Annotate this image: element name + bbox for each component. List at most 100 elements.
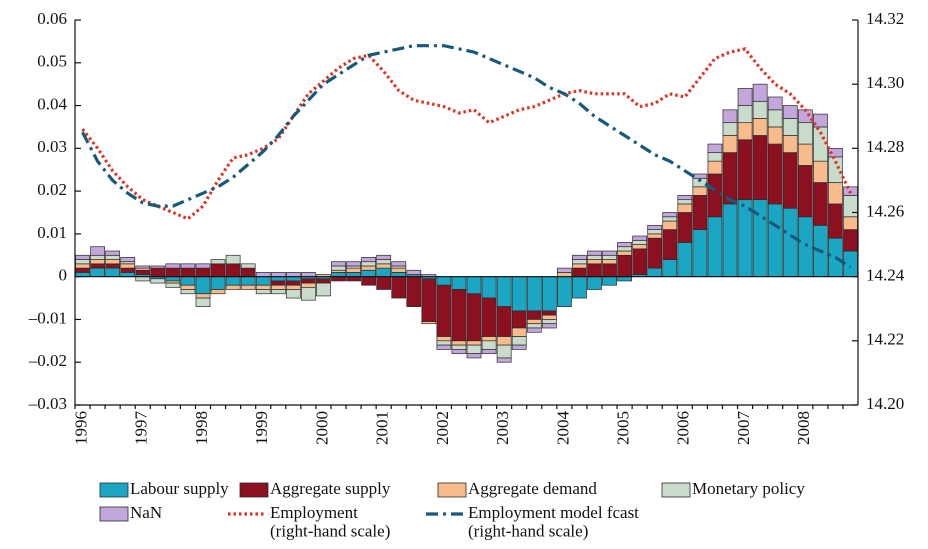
bar-segment	[526, 276, 542, 312]
bar-segment	[346, 272, 361, 278]
bar-segment	[361, 261, 377, 267]
bar-segment	[602, 259, 617, 265]
bar-segment	[828, 147, 843, 158]
bar-segment	[255, 284, 271, 290]
bar-segment	[361, 265, 377, 271]
bar-segment	[722, 135, 738, 153]
bar-segment	[782, 105, 798, 119]
bar-segment	[120, 257, 136, 263]
bar-segment	[511, 344, 527, 350]
bar-segment	[632, 239, 648, 245]
bar-segment	[105, 254, 121, 260]
bar-segment	[90, 267, 105, 278]
bar-segment	[511, 310, 527, 329]
bar-segment	[843, 195, 858, 218]
bar-segment	[828, 203, 843, 239]
bar-segment	[677, 203, 693, 213]
bar-segment	[451, 344, 467, 350]
bar-segment	[150, 265, 166, 269]
bar-segment	[195, 276, 211, 295]
bar-segment	[572, 259, 587, 265]
bar-segment	[481, 276, 497, 299]
bar-segment	[105, 267, 121, 278]
bar-segment	[361, 269, 377, 278]
bar-segment	[316, 282, 331, 297]
bar-segment	[331, 276, 346, 282]
bar-segment	[647, 229, 663, 235]
bar-segment	[180, 263, 196, 269]
bar-segment	[421, 278, 437, 322]
bar-segment	[331, 261, 346, 267]
y2-tick-label: 14.24	[866, 266, 905, 285]
bar-segment	[240, 263, 256, 269]
bar-segment	[722, 203, 738, 278]
bar-segment	[556, 272, 572, 278]
bar-segment	[255, 276, 271, 286]
y2-tick-label: 14.22	[866, 330, 904, 349]
y-tick-label: 0.01	[37, 223, 67, 242]
bar-segment	[752, 135, 768, 201]
bar-segment	[75, 272, 90, 278]
bar-segment	[301, 272, 316, 278]
bar-segment	[285, 284, 301, 290]
bar-segment	[526, 323, 542, 329]
bar-segment	[466, 293, 482, 342]
line-series	[81, 44, 852, 269]
bar-segment	[406, 276, 422, 307]
bar-segment	[75, 259, 90, 265]
bar-segment	[451, 276, 467, 290]
bar-segment	[767, 109, 783, 128]
legend-label: Aggregate supply	[270, 479, 391, 498]
bar-segment	[165, 276, 181, 282]
bar-segment	[782, 118, 798, 136]
bar-segment	[210, 259, 226, 265]
bar-segment	[451, 349, 467, 355]
bar-segment	[210, 276, 226, 290]
y2-tick-label: 14.28	[866, 137, 904, 156]
bar-segment	[195, 297, 211, 307]
bar-segment	[572, 254, 587, 260]
bar-segment	[662, 216, 678, 222]
bar-segment	[75, 254, 90, 260]
bar-segment	[602, 263, 617, 278]
bar-segment	[707, 152, 723, 162]
legend-label: Aggregate demand	[468, 479, 597, 498]
bar-segment	[737, 199, 753, 278]
bar-segment	[797, 122, 813, 145]
bar-segment	[270, 284, 286, 290]
x-tick-label: 1999	[252, 411, 271, 445]
bar-segment	[316, 278, 331, 284]
bar-segment	[572, 267, 587, 278]
bar-segment	[526, 319, 542, 325]
y-tick-label: 0.05	[37, 52, 67, 71]
bar-segment	[165, 263, 181, 269]
bar-segment	[722, 152, 738, 205]
bar-segment	[331, 272, 346, 278]
bar-segment	[541, 276, 557, 312]
bar-segment	[376, 263, 392, 269]
x-tick-label: 2005	[614, 411, 633, 445]
bar-segment	[722, 122, 738, 136]
bar-segment	[752, 118, 768, 136]
bar-segment	[210, 263, 226, 278]
y-tick-label: –0.03	[28, 394, 67, 413]
x-tick-label: 2008	[794, 411, 813, 445]
bar-segment	[647, 233, 663, 239]
bar-segment	[767, 96, 783, 111]
legend-label: Monetary policy	[692, 479, 805, 498]
bar-segment	[677, 199, 693, 205]
bar-segment	[812, 113, 828, 128]
bar-segment	[270, 289, 286, 295]
bar-segment	[285, 289, 301, 299]
bar-segment	[602, 276, 617, 286]
bar-segment	[240, 284, 256, 290]
bar-segment	[677, 195, 693, 201]
bar-segment	[225, 263, 241, 278]
bar-segment	[376, 259, 392, 265]
bar-segment	[391, 276, 407, 299]
bar-segment	[752, 83, 768, 102]
bar-segment	[210, 289, 226, 295]
bar-segment	[496, 276, 512, 307]
bar-segment	[436, 340, 452, 346]
